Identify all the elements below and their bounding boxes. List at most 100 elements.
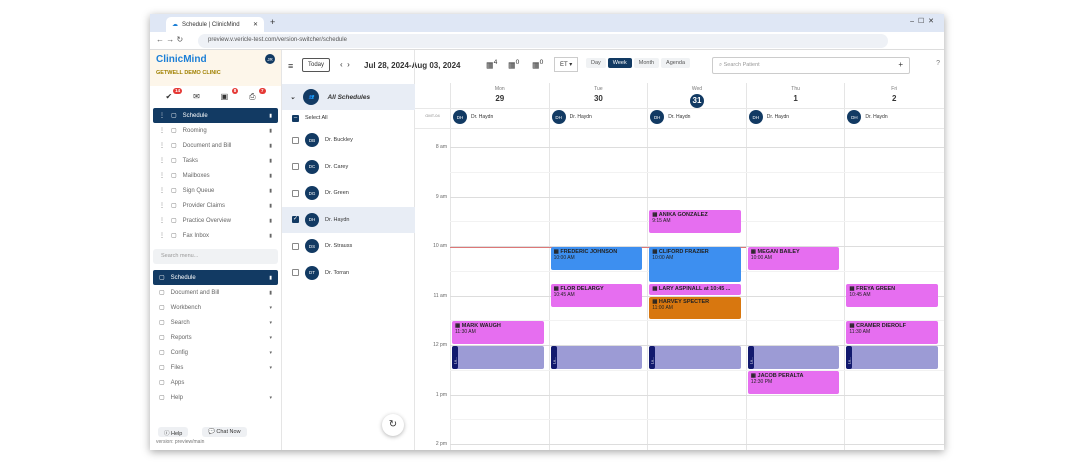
chevron-down-icon: ▾ xyxy=(269,394,272,401)
menu-item[interactable]: ▢ Help ▾ xyxy=(159,394,272,402)
select-all-checkbox[interactable]: – Select All xyxy=(292,114,328,122)
pinned-item[interactable]: ⋮ ▢ Practice Overview ▮ xyxy=(159,217,272,225)
appointment[interactable]: ▦ CLIFORD FRAZIER 10:00 AM xyxy=(649,247,741,283)
doctor-row[interactable]: DB Dr. Buckley xyxy=(282,127,415,153)
lunch-block[interactable]: Lu... xyxy=(747,346,840,369)
brand-area: ClinicMind GETWELL DEMO CLINIC JR xyxy=(150,50,281,86)
doctor-row[interactable]: ✓ DH Dr. Haydn xyxy=(282,206,415,233)
pinned-item[interactable]: ⋮ ▢ Tasks ▮ xyxy=(159,157,272,165)
clinic-name[interactable]: GETWELL DEMO CLINIC xyxy=(156,70,221,76)
half-hour-line xyxy=(450,419,944,421)
appointment[interactable]: ▦ CRAMER DIEROLF 11:30 AM xyxy=(846,321,938,344)
chat-now-button[interactable]: 💬 Chat Now xyxy=(202,427,247,437)
doctor-row[interactable]: DG Dr. Green xyxy=(282,180,415,206)
window-controls[interactable]: – ☐ ✕ xyxy=(910,18,934,25)
calendar-icon: ▦ xyxy=(652,298,658,305)
appointment[interactable]: ▦ FREDERIC JOHNSON 10:00 AM xyxy=(550,247,643,270)
help-button[interactable]: ⓘ Help xyxy=(158,427,189,437)
provider-chip[interactable]: DH Dr. Haydn xyxy=(650,110,690,124)
menu-item-icon: ▢ xyxy=(171,173,177,179)
search-menu-input[interactable]: Search menu... xyxy=(153,249,278,264)
hour-line xyxy=(450,196,944,198)
user-avatar[interactable]: JR xyxy=(265,54,275,64)
appointment[interactable]: ▦ MARK WAUGH 11:30 AM xyxy=(452,321,544,344)
tasks-icon[interactable]: ✔ 14 xyxy=(165,88,183,101)
mail-icon[interactable]: ✉ xyxy=(193,92,200,101)
browser-tab[interactable]: ☁ Schedule | ClinicMind ✕ xyxy=(166,17,264,32)
lunch-icon xyxy=(846,346,853,369)
menu-item[interactable]: ▢ Search ▾ xyxy=(159,319,272,327)
provider-chip[interactable]: DH Dr. Haydn xyxy=(847,110,888,124)
menu-item-icon: ▢ xyxy=(171,203,177,209)
lunch-block[interactable]: Lu... xyxy=(649,346,741,369)
view-agenda-button[interactable]: Agenda xyxy=(661,58,691,68)
address-bar: ← → ↻ preview.v.vericle-test.com/version… xyxy=(150,32,944,50)
view-month-button[interactable]: Month xyxy=(633,58,660,68)
hour-line xyxy=(450,147,944,148)
lunch-block[interactable]: Lu... xyxy=(550,346,643,369)
url-field[interactable]: preview.v.vericle-test.com/version-switc… xyxy=(198,34,888,48)
appointment[interactable]: ▦ FLOR DELARGY 10:45 AM xyxy=(550,284,643,307)
calendar-counter-icon[interactable]: ▦4 xyxy=(486,59,498,70)
menu-item-icon: ▢ xyxy=(159,320,165,326)
menu-item[interactable]: ▢ Apps xyxy=(159,379,185,387)
help-icon[interactable]: ? xyxy=(936,60,940,67)
menu-item[interactable]: ▢ Files ▾ xyxy=(159,364,272,372)
half-hour-line xyxy=(450,369,944,371)
appointment[interactable]: ▦ ANIKA GONZALEZ 9:15 AM xyxy=(649,209,741,233)
calendar-counter-icon[interactable]: ▦0 xyxy=(532,59,544,70)
schedule-panel: ⌄ 👥 All Schedules – Select All DB Dr. Buckle… xyxy=(282,50,415,450)
day-header[interactable]: Wed 31 xyxy=(647,83,746,108)
pinned-item[interactable]: ⋮ ▢ Rooming ▮ xyxy=(159,127,272,135)
pinned-item[interactable]: ⋮ ▢ Document and Bill ▮ xyxy=(159,142,272,150)
close-icon[interactable]: ✕ xyxy=(252,22,258,28)
appointment[interactable]: ▦ FREYA GREEN 10:45 AM xyxy=(846,284,938,307)
menu-icon[interactable]: ≡ xyxy=(288,61,294,71)
pinned-item[interactable]: ⋮ ▢ Provider Claims ▮ xyxy=(159,202,272,210)
day-header[interactable]: Tue 30 xyxy=(548,83,648,108)
timezone-select[interactable]: ET ▾ xyxy=(554,57,579,72)
appointment[interactable]: ▦ HARVEY SPECTER 11:00 AM xyxy=(649,296,741,320)
provider-chip[interactable]: DH Dr. Haydn xyxy=(551,110,592,124)
doctor-row[interactable]: DS Dr. Strauss xyxy=(282,233,415,259)
pinned-item[interactable]: ⋮ ▢ Schedule ▮ xyxy=(153,108,278,123)
menu-item[interactable]: ▢ Workbench ▾ xyxy=(159,304,272,312)
pinned-item[interactable]: ⋮ ▢ Sign Queue ▮ xyxy=(159,187,272,195)
appointment[interactable]: ▦ MEGAN BAILEY 10:00 AM xyxy=(747,247,840,270)
appointment[interactable]: ▦ JACOB PERALTA 12:30 PM xyxy=(747,370,840,394)
menu-item-icon: ▢ xyxy=(159,380,165,386)
day-header[interactable]: Mon 29 xyxy=(450,83,549,108)
inbox-icon[interactable]: ▣ 8 xyxy=(220,88,239,101)
menu-item[interactable]: ▢ Reports ▾ xyxy=(159,334,272,342)
menu-item-icon: ▢ xyxy=(171,188,177,194)
menu-item[interactable]: ▢ Document and Bill ▮ xyxy=(159,289,272,297)
pin-icon: ▮ xyxy=(269,232,272,239)
lunch-block[interactable]: Lu... xyxy=(452,346,544,369)
day-header[interactable]: Thu 1 xyxy=(745,83,845,108)
doctor-row[interactable]: DC Dr. Carey xyxy=(282,154,415,180)
pinned-item[interactable]: ⋮ ▢ Fax Inbox ▮ xyxy=(159,232,272,240)
pin-icon: ▮ xyxy=(269,127,272,134)
lunch-block[interactable]: Lu... xyxy=(846,346,938,369)
all-schedules-header[interactable]: ⌄ 👥 All Schedules xyxy=(282,84,415,110)
appointment[interactable]: ▦ LARY ASPINALL at 10:45 ... xyxy=(649,284,741,295)
today-button[interactable]: Today xyxy=(302,58,331,72)
provider-chip[interactable]: DH Dr. Haydn xyxy=(748,110,789,124)
doctor-row[interactable]: DT Dr. Torran xyxy=(282,260,415,286)
calendar-counter-icon[interactable]: ▦0 xyxy=(508,59,520,70)
hour-label: 10 am xyxy=(433,243,447,249)
prev-next-icon[interactable]: ‹ › xyxy=(340,60,350,69)
menu-item[interactable]: ▢ Schedule ▮ xyxy=(153,270,278,285)
day-header[interactable]: Fri 2 xyxy=(844,83,943,108)
cloud-icon: ☁ xyxy=(172,22,178,28)
calendar-icon: ▦ xyxy=(652,249,658,255)
nav-arrows-icon[interactable]: ← → ↻ xyxy=(156,35,184,44)
search-patient-input[interactable]: ⌕ Search Patient + xyxy=(712,57,910,74)
pinned-item[interactable]: ⋮ ▢ Mailboxes ▮ xyxy=(159,172,272,180)
provider-chip[interactable]: DH Dr. Haydn xyxy=(453,110,493,124)
view-week-button[interactable]: Week xyxy=(607,58,632,68)
new-tab-icon[interactable]: + xyxy=(270,17,276,27)
menu-item[interactable]: ▢ Config ▾ xyxy=(159,349,272,357)
fax-icon[interactable]: ⎙ 7 xyxy=(249,88,266,101)
view-day-button[interactable]: Day xyxy=(586,58,606,68)
